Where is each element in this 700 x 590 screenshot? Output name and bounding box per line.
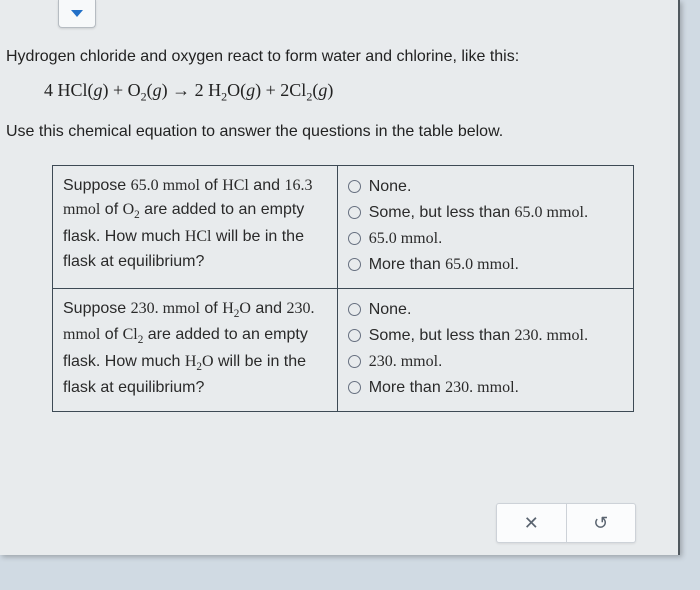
clear-button[interactable]: ✕ xyxy=(497,504,566,542)
option[interactable]: 230. mmol. xyxy=(348,349,623,375)
table-row: Suppose 230. mmol of H2O and 230. mmol o… xyxy=(53,288,634,411)
radio-icon xyxy=(348,180,361,193)
question-prompt: Suppose 230. mmol of H2O and 230. mmol o… xyxy=(53,288,338,411)
reset-button[interactable]: ↺ xyxy=(566,504,636,542)
radio-icon xyxy=(348,258,361,271)
answer-options: None. Some, but less than 65.0 mmol. 65.… xyxy=(337,165,633,288)
question-prompt: Suppose 65.0 mmol of HCl and 16.3 mmol o… xyxy=(53,165,338,288)
option-label: Some, but less than 65.0 mmol. xyxy=(369,204,589,222)
chevron-down-icon xyxy=(71,10,83,17)
question-table: Suppose 65.0 mmol of HCl and 16.3 mmol o… xyxy=(52,165,634,412)
answer-options: None. Some, but less than 230. mmol. 230… xyxy=(337,288,633,411)
question-panel: Hydrogen chloride and oxygen react to fo… xyxy=(0,0,680,555)
radio-icon xyxy=(348,232,361,245)
radio-icon xyxy=(348,329,361,342)
action-buttons: ✕ ↺ xyxy=(496,503,636,543)
instruction-text: Use this chemical equation to answer the… xyxy=(6,123,656,141)
option-label: Some, but less than 230. mmol. xyxy=(369,327,589,345)
option-label: More than 230. mmol. xyxy=(369,379,519,397)
option-label: 230. mmol. xyxy=(369,353,443,371)
option-label: 65.0 mmol. xyxy=(369,230,443,248)
option[interactable]: More than 230. mmol. xyxy=(348,375,623,401)
option[interactable]: None. xyxy=(348,297,623,323)
collapse-toggle[interactable] xyxy=(58,0,96,28)
option-label: More than 65.0 mmol. xyxy=(369,256,519,274)
table-row: Suppose 65.0 mmol of HCl and 16.3 mmol o… xyxy=(53,165,634,288)
option[interactable]: More than 65.0 mmol. xyxy=(348,252,623,278)
radio-icon xyxy=(348,381,361,394)
page: Hydrogen chloride and oxygen react to fo… xyxy=(0,0,700,590)
option[interactable]: Some, but less than 65.0 mmol. xyxy=(348,200,623,226)
option[interactable]: None. xyxy=(348,174,623,200)
radio-icon xyxy=(348,355,361,368)
radio-icon xyxy=(348,206,361,219)
option-label: None. xyxy=(369,178,412,196)
radio-icon xyxy=(348,303,361,316)
chemical-equation: 4 HCl(g) + O2(g) → 2 H2O(g) + 2Cl2(g) xyxy=(44,80,656,105)
intro-text: Hydrogen chloride and oxygen react to fo… xyxy=(6,48,656,66)
option[interactable]: Some, but less than 230. mmol. xyxy=(348,323,623,349)
option[interactable]: 65.0 mmol. xyxy=(348,226,623,252)
option-label: None. xyxy=(369,301,412,319)
